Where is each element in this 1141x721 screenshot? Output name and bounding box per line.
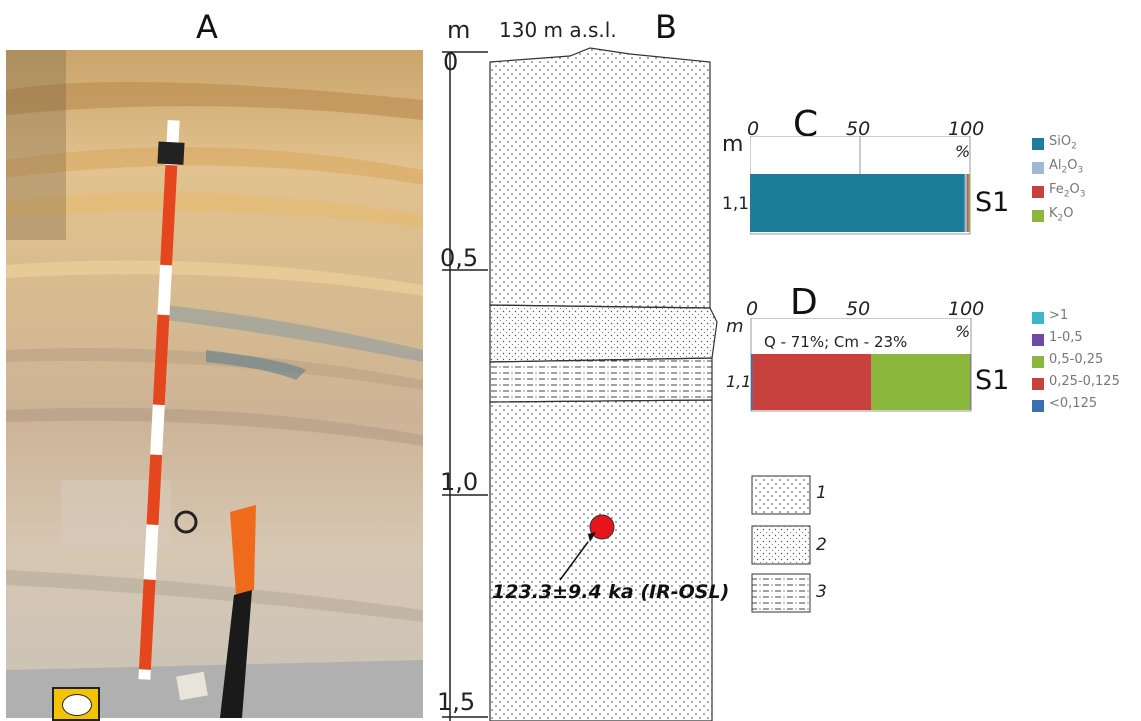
d-legend-label-2: 0,5-0,25 [1049, 352, 1104, 367]
c-legend-label-3: K2O [1049, 206, 1074, 224]
c-xtick-100: 100 [948, 118, 985, 140]
d-legend-label-4: <0,125 [1049, 396, 1098, 411]
d-sample-label: S1 [975, 365, 1010, 396]
d-bar-segment-3 [752, 354, 872, 410]
c-legend-label-2: Fe2O3 [1049, 182, 1086, 200]
date-label: 123.3±9.4 ka (IR-OSL) [492, 581, 730, 603]
lithology-label-1: 1 [816, 483, 827, 503]
depth-tick-0-5: 0,5 [440, 244, 479, 272]
c-bar-segment-3 [968, 174, 970, 232]
d-legend-label-0: >1 [1049, 308, 1069, 323]
d-bar-segment-1 [970, 354, 972, 410]
c-bar-segment-0 [750, 174, 965, 232]
grain-size-bar-chart [750, 318, 972, 412]
d-xtick-100: 100 [948, 298, 985, 320]
c-legend-label-1: Al2O3 [1049, 158, 1084, 176]
c-depth-label: 1,1 [722, 194, 750, 214]
c-sample-label: S1 [975, 187, 1010, 218]
depth-tick-0: 0 [443, 48, 459, 76]
c-legend-label-0: SiO2 [1049, 134, 1077, 152]
depth-tick-1-5: 1,5 [437, 688, 476, 716]
outcrop-photo [6, 50, 423, 718]
d-annotation: Q - 71%; Cm - 23% [764, 333, 908, 351]
d-bar-segment-2 [871, 354, 971, 410]
panel-label-a: A [196, 8, 218, 46]
d-legend-label-3: 0,25-0,125 [1049, 374, 1120, 389]
d-legend-label-1: 1-0,5 [1049, 330, 1083, 345]
c-legend-swatch-2 [1032, 186, 1044, 198]
depth-unit: m [447, 16, 471, 44]
d-depth-label: 1,1 [726, 372, 752, 391]
d-legend-swatch-4 [1032, 400, 1044, 412]
c-ylabel: m [722, 132, 744, 157]
lithology-label-2: 2 [816, 535, 827, 555]
d-xtick-50: 50 [846, 298, 871, 320]
lithology-label-3: 3 [816, 582, 827, 602]
c-xtick-0: 0 [747, 118, 760, 140]
d-legend-swatch-0 [1032, 312, 1044, 324]
chemistry-bar-chart [750, 136, 971, 235]
c-bar-segment-2 [967, 174, 969, 232]
c-legend-swatch-0 [1032, 138, 1044, 150]
panel-label-d: D [790, 282, 818, 323]
panel-label-c: C [793, 104, 819, 145]
d-xtick-0: 0 [746, 298, 759, 320]
d-legend-swatch-1 [1032, 334, 1044, 346]
c-bar-segment-1 [964, 174, 968, 232]
d-percent: % [955, 322, 971, 341]
c-percent: % [955, 142, 971, 161]
d-ylabel: m [726, 316, 744, 337]
elevation-label: 130 m a.s.l. [499, 18, 617, 42]
lithology-column [442, 47, 718, 721]
d-legend-swatch-2 [1032, 356, 1044, 368]
c-legend-swatch-1 [1032, 162, 1044, 174]
lithology-legend [751, 475, 811, 613]
d-legend-swatch-3 [1032, 378, 1044, 390]
compass-icon [52, 687, 100, 721]
depth-tick-1-0: 1,0 [440, 468, 479, 496]
c-xtick-50: 50 [846, 118, 871, 140]
panel-label-b: B [655, 8, 677, 46]
d-bar-segment-4 [751, 354, 753, 410]
c-legend-swatch-3 [1032, 210, 1044, 222]
